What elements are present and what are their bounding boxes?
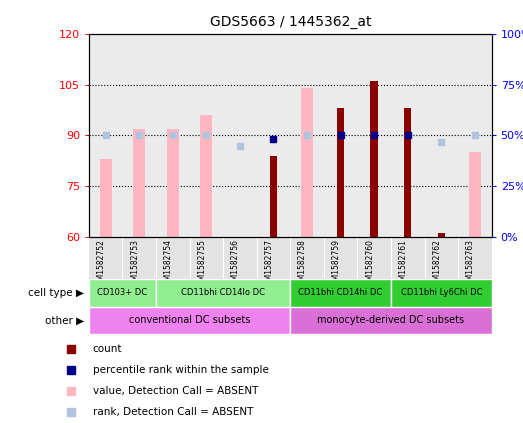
Bar xyxy=(357,237,391,279)
Bar xyxy=(189,237,223,279)
Text: GSM1582755: GSM1582755 xyxy=(197,239,207,290)
Bar xyxy=(290,307,492,334)
Bar xyxy=(425,34,458,237)
Bar xyxy=(458,237,492,279)
Bar xyxy=(133,129,145,237)
Bar xyxy=(89,307,290,334)
Text: percentile rank within the sample: percentile rank within the sample xyxy=(93,365,269,375)
Text: GSM1582762: GSM1582762 xyxy=(433,239,441,290)
Bar xyxy=(438,233,445,237)
Text: CD11bhi CD14hi DC: CD11bhi CD14hi DC xyxy=(299,288,383,297)
Bar xyxy=(324,34,357,237)
Text: count: count xyxy=(93,344,122,354)
Text: GSM1582757: GSM1582757 xyxy=(265,239,274,290)
Bar xyxy=(223,237,257,279)
Bar xyxy=(290,34,324,237)
Text: GSM1582758: GSM1582758 xyxy=(298,239,307,290)
Bar xyxy=(391,34,425,237)
Text: value, Detection Call = ABSENT: value, Detection Call = ABSENT xyxy=(93,386,258,396)
Text: CD11bhi CD14lo DC: CD11bhi CD14lo DC xyxy=(181,288,265,297)
Bar xyxy=(257,34,290,237)
Bar xyxy=(270,156,277,237)
Bar xyxy=(324,237,357,279)
Text: GSM1582759: GSM1582759 xyxy=(332,239,340,290)
Text: GSM1582754: GSM1582754 xyxy=(164,239,173,290)
Bar xyxy=(290,279,391,307)
Text: GSM1582756: GSM1582756 xyxy=(231,239,240,290)
Bar xyxy=(257,237,290,279)
Bar xyxy=(391,279,492,307)
Bar xyxy=(89,279,156,307)
Bar xyxy=(458,34,492,237)
Bar xyxy=(425,237,458,279)
Text: GSM1582763: GSM1582763 xyxy=(466,239,475,290)
Bar xyxy=(156,34,189,237)
Text: other ▶: other ▶ xyxy=(44,316,84,325)
Text: rank, Detection Call = ABSENT: rank, Detection Call = ABSENT xyxy=(93,407,253,418)
Bar xyxy=(370,81,378,237)
Text: GDS5663 / 1445362_at: GDS5663 / 1445362_at xyxy=(210,15,371,29)
Bar xyxy=(122,237,156,279)
Text: GSM1582753: GSM1582753 xyxy=(130,239,139,290)
Bar xyxy=(156,237,189,279)
Text: conventional DC subsets: conventional DC subsets xyxy=(129,316,251,325)
Text: CD11bhi Ly6Chi DC: CD11bhi Ly6Chi DC xyxy=(401,288,482,297)
Text: GSM1582761: GSM1582761 xyxy=(399,239,408,290)
Bar xyxy=(100,159,111,237)
Text: GSM1582752: GSM1582752 xyxy=(97,239,106,290)
Bar xyxy=(223,34,257,237)
Bar xyxy=(122,34,156,237)
Bar xyxy=(290,237,324,279)
Bar xyxy=(89,34,122,237)
Bar xyxy=(301,88,313,237)
Bar xyxy=(189,34,223,237)
Bar xyxy=(357,34,391,237)
Bar xyxy=(156,279,290,307)
Bar xyxy=(200,115,212,237)
Bar xyxy=(89,237,122,279)
Text: monocyte-derived DC subsets: monocyte-derived DC subsets xyxy=(317,316,464,325)
Bar xyxy=(469,152,481,237)
Text: cell type ▶: cell type ▶ xyxy=(28,288,84,298)
Bar xyxy=(337,108,344,237)
Text: CD103+ DC: CD103+ DC xyxy=(97,288,147,297)
Bar xyxy=(404,108,412,237)
Text: GSM1582760: GSM1582760 xyxy=(365,239,374,290)
Bar xyxy=(391,237,425,279)
Bar xyxy=(167,129,179,237)
